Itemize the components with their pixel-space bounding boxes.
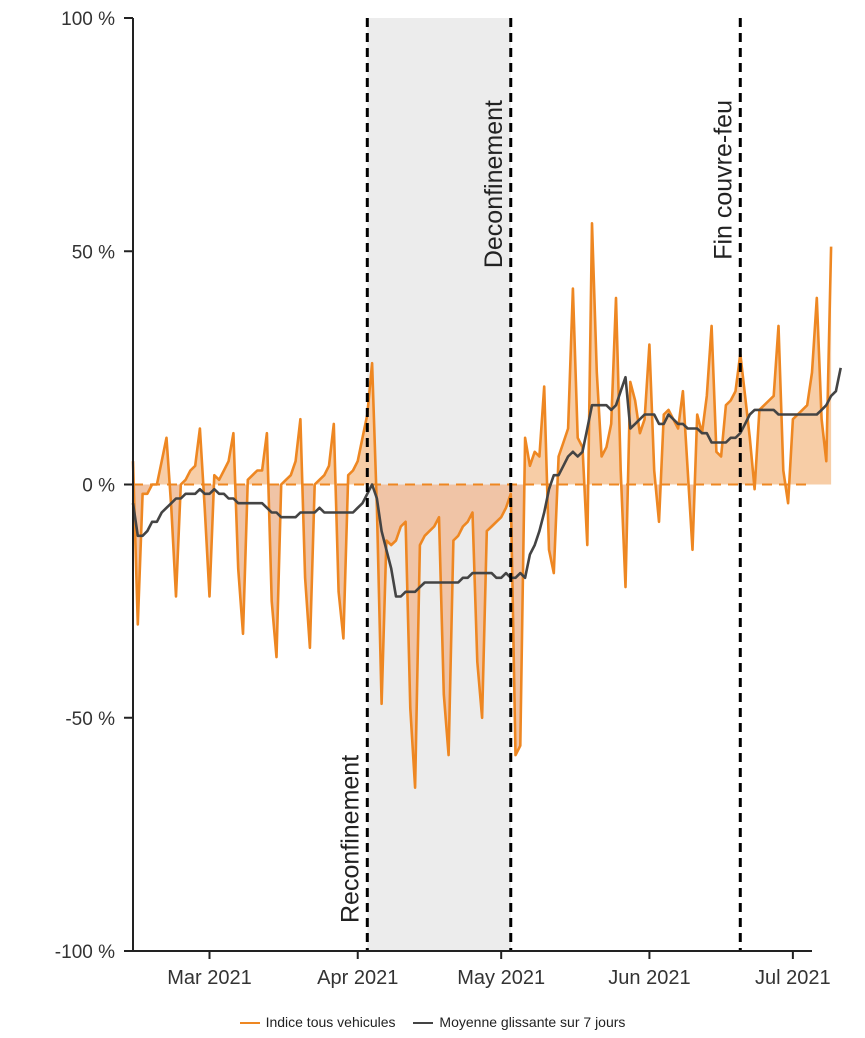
series-line-layer — [131, 222, 842, 789]
event-label-0: Reconfinement — [336, 755, 364, 923]
series-line-0 — [131, 222, 833, 789]
y-tick-label-1: 50 % — [72, 242, 115, 263]
x-tick-label-4: Jul 2021 — [755, 967, 831, 989]
axes-layer: 100 % 50 % 0 % -50 % -100 % Mar 2021 Apr 2021 M… — [55, 9, 831, 989]
event-label-2: Fin couvre-feu — [709, 100, 737, 260]
legend-item-0: Indice tous vehicules — [239, 1014, 396, 1030]
legend-swatch-1 — [413, 1022, 434, 1025]
legend-swatch-0 — [239, 1022, 260, 1025]
legend-label-0: Indice tous vehicules — [265, 1014, 396, 1030]
series-line-1 — [131, 367, 842, 598]
legend-label-1: Moyenne glissante sur 7 jours — [439, 1014, 626, 1030]
series-0-area-positive — [133, 223, 832, 485]
x-tick-label-0: Mar 2021 — [167, 967, 252, 989]
event-lines-layer: Reconfinement Deconfinement Fin couvre-feu — [336, 18, 742, 951]
x-tick-label-2: May 2021 — [457, 967, 545, 989]
y-tick-label-3: -50 % — [65, 709, 115, 730]
y-tick-label-0: 100 % — [61, 9, 115, 30]
x-tick-label-1: Apr 2021 — [317, 967, 398, 989]
y-tick-label-4: -100 % — [55, 942, 115, 963]
event-label-1: Deconfinement — [480, 100, 508, 268]
legend-item-1: Moyenne glissante sur 7 jours — [413, 1014, 625, 1030]
legend: Indice tous vehicules Moyenne glissante … — [0, 1014, 865, 1030]
y-tick-label-2: 0 % — [82, 476, 115, 497]
x-tick-label-3: Jun 2021 — [608, 967, 690, 989]
